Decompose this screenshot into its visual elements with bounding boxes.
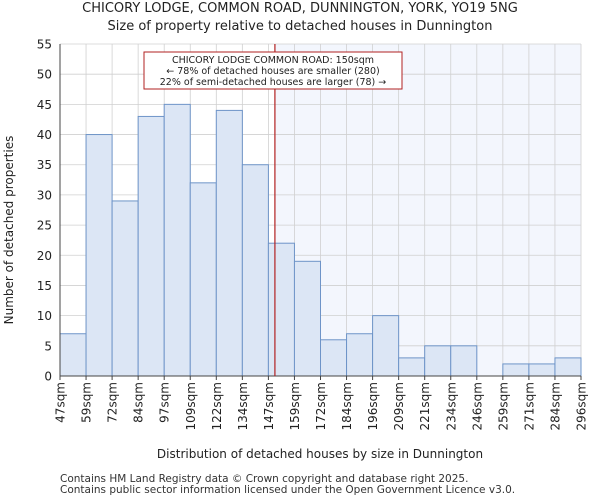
chart-title: CHICORY LODGE, COMMON ROAD, DUNNINGTON, … [82, 1, 518, 16]
annotation-line-1: CHICORY LODGE COMMON ROAD: 150sqm [172, 55, 374, 66]
larger-region-shade [274, 44, 581, 376]
y-tick-label: 50 [37, 68, 52, 82]
x-tick-label: 246sqm [470, 382, 484, 430]
histogram-bar [85, 134, 113, 377]
histogram-bar [267, 242, 295, 377]
x-tick-label: 47sqm [54, 382, 68, 423]
histogram-chart: 0 5 10 15 20 25 30 35 40 45 50 55 47sqm 59sqm 72sqm 84s… [2, 38, 589, 462]
histogram-bar [59, 333, 87, 377]
histogram-bar [320, 339, 348, 377]
histogram-bar [137, 115, 165, 377]
x-tick-label: 84sqm [132, 382, 146, 423]
x-tick-label: 159sqm [288, 382, 302, 430]
y-tick-label: 10 [37, 309, 52, 323]
footer-line-2: Contains public sector information licen… [60, 484, 516, 496]
y-tick-label: 55 [37, 38, 52, 52]
x-tick-label: 172sqm [314, 382, 328, 430]
x-tick-label: 221sqm [418, 382, 432, 430]
y-tick-label: 35 [37, 158, 52, 172]
x-tick-label: 59sqm [80, 382, 94, 423]
annotation-line-3: 22% of semi-detached houses are larger (… [160, 77, 387, 88]
histogram-bar [293, 260, 322, 377]
property-annotation: CHICORY LODGE COMMON ROAD: 150sqm ← 78% … [143, 51, 403, 90]
histogram-bar [450, 345, 478, 377]
y-tick-label: 40 [37, 128, 52, 142]
histogram-bar [189, 182, 217, 377]
histogram-bar [528, 363, 556, 377]
annotation-box [143, 51, 403, 90]
histogram-bar [398, 357, 426, 377]
x-tick-label: 284sqm [548, 382, 562, 430]
chart-subtitle: Size of property relative to detached ho… [107, 19, 493, 34]
y-tick-label: 0 [44, 370, 52, 384]
y-tick-label: 25 [37, 219, 52, 233]
x-tick-label: 72sqm [106, 382, 120, 423]
x-tick-label: 97sqm [158, 382, 172, 423]
y-tick-label: 45 [37, 98, 52, 112]
x-tick-label: 147sqm [262, 382, 276, 430]
histogram-bar [502, 363, 530, 377]
x-tick-label: 259sqm [496, 382, 510, 430]
y-tick-label: 20 [37, 249, 52, 263]
x-tick-label: 234sqm [444, 382, 458, 430]
histogram-bar [215, 109, 243, 377]
histogram-bar [424, 345, 452, 377]
y-tick-label: 30 [37, 188, 52, 202]
y-axis-label: Number of detached properties [2, 136, 16, 325]
x-tick-label: 122sqm [210, 382, 224, 430]
histogram-bar [111, 200, 139, 377]
x-axis-label: Distribution of detached houses by size … [157, 447, 483, 461]
x-tick-label: 209sqm [392, 382, 406, 430]
y-tick-label: 15 [37, 279, 52, 293]
x-tick-label: 109sqm [184, 382, 198, 430]
histogram-bar [163, 103, 191, 377]
x-tick-label: 296sqm [575, 382, 589, 430]
footer-line-1: Contains HM Land Registry data © Crown c… [60, 473, 469, 485]
x-tick-label: 271sqm [522, 382, 536, 430]
histogram-bar [372, 315, 400, 377]
histogram-bar [241, 164, 269, 377]
x-tick-label: 184sqm [340, 382, 354, 430]
annotation-line-2: ← 78% of detached houses are smaller (28… [166, 66, 379, 77]
x-tick-label: 196sqm [366, 382, 380, 430]
histogram-bar [554, 357, 582, 377]
x-tick-label: 134sqm [236, 382, 250, 430]
histogram-bar [346, 333, 374, 377]
y-tick-label: 5 [44, 339, 52, 353]
